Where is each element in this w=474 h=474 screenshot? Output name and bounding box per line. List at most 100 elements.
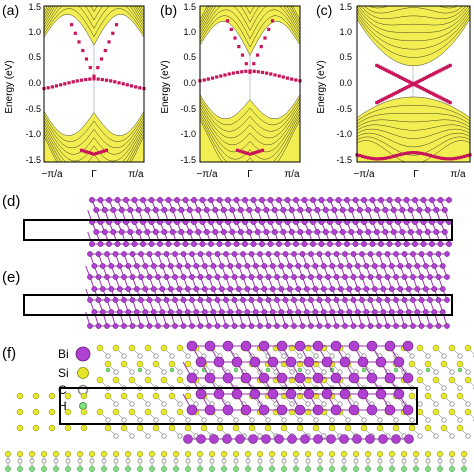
bi-atom bbox=[274, 251, 280, 257]
edge-state-marker bbox=[59, 83, 63, 87]
bi-atom bbox=[318, 197, 325, 203]
c-atom bbox=[53, 458, 59, 464]
bi-atom bbox=[250, 197, 257, 203]
band-line bbox=[356, 113, 471, 125]
c-atom bbox=[345, 417, 351, 423]
edge-state-marker bbox=[465, 154, 469, 158]
edge-state-marker bbox=[402, 77, 406, 81]
c-atom bbox=[257, 458, 263, 464]
edge-state-marker bbox=[377, 100, 381, 104]
bi-atom bbox=[252, 286, 259, 292]
bi-atom bbox=[322, 207, 329, 213]
panel-label-f: (f) bbox=[2, 345, 16, 362]
bi-atom bbox=[101, 229, 108, 235]
bi-atom bbox=[348, 340, 360, 352]
bi-atom bbox=[91, 309, 98, 315]
bi-atom bbox=[313, 434, 323, 444]
h-atom bbox=[401, 466, 407, 472]
bi-atom bbox=[138, 274, 144, 280]
bi-atom bbox=[384, 251, 391, 257]
si-atom bbox=[160, 376, 168, 384]
c-atom bbox=[197, 458, 203, 464]
ytick-label: 1.0 bbox=[28, 27, 41, 37]
bi-atom bbox=[206, 323, 212, 329]
bi-atom bbox=[395, 241, 401, 247]
bi-atom bbox=[308, 297, 314, 303]
bi-atom bbox=[172, 274, 178, 280]
edge-state-marker bbox=[82, 149, 86, 153]
bi-atom bbox=[267, 241, 274, 247]
bi-atom bbox=[180, 323, 187, 329]
c-atom bbox=[129, 401, 135, 407]
si-atom bbox=[136, 360, 144, 368]
c-atom bbox=[441, 353, 447, 359]
edge-state-marker bbox=[409, 151, 413, 155]
c-atom bbox=[269, 458, 275, 464]
bi-atom bbox=[269, 263, 276, 269]
bi-atom bbox=[135, 229, 142, 235]
bi-atom bbox=[384, 323, 391, 329]
si-atom bbox=[232, 424, 240, 432]
bi-atom bbox=[401, 274, 408, 280]
ytick-label: -1.5 bbox=[25, 155, 41, 165]
bi-atom bbox=[167, 263, 174, 269]
bi-atom bbox=[365, 207, 372, 213]
si-atom bbox=[16, 450, 24, 458]
bi-atom bbox=[216, 241, 223, 247]
bi-atom bbox=[213, 356, 225, 368]
bi-atom bbox=[378, 434, 388, 444]
edge-state-marker bbox=[378, 99, 382, 103]
h-atom bbox=[149, 466, 155, 472]
edge-state-marker bbox=[377, 64, 381, 68]
h-atom bbox=[377, 466, 383, 472]
bi-atom bbox=[152, 207, 159, 213]
c-atom bbox=[321, 369, 327, 375]
h-atom bbox=[5, 466, 11, 472]
bi-atom bbox=[180, 274, 187, 280]
edge-state-marker bbox=[84, 57, 89, 61]
bi-atom bbox=[312, 263, 319, 269]
edge-state-marker bbox=[391, 72, 395, 76]
bi-atom bbox=[429, 197, 435, 203]
ytick-label: 0.0 bbox=[183, 78, 196, 88]
bi-atom bbox=[161, 229, 168, 235]
bi-atom bbox=[312, 404, 324, 416]
bi-atom bbox=[329, 309, 336, 315]
si-atom bbox=[296, 424, 304, 432]
bi-atom bbox=[282, 323, 289, 329]
bi-atom bbox=[402, 404, 414, 416]
bi-atom bbox=[240, 297, 246, 303]
c-atom bbox=[425, 385, 431, 391]
edge-state-marker bbox=[426, 75, 430, 79]
band-panel-a: (a) Energy (eV) 1.5 1.0 0.5 0.0 -0.5 -1.… bbox=[2, 2, 146, 180]
bi-atom bbox=[233, 197, 240, 203]
si-atom bbox=[448, 376, 456, 384]
edge-state-marker bbox=[386, 156, 390, 160]
edge-state-marker bbox=[439, 68, 443, 72]
bi-atom bbox=[366, 404, 378, 416]
bi-atom bbox=[399, 207, 406, 213]
bi-atom bbox=[248, 323, 255, 329]
si-atom bbox=[88, 450, 96, 458]
bi-atom bbox=[339, 207, 346, 213]
edge-state-marker bbox=[404, 78, 408, 82]
c-atom bbox=[129, 433, 135, 439]
edge-state-marker bbox=[210, 76, 215, 80]
bi-atom bbox=[138, 251, 144, 257]
h-atom bbox=[365, 466, 371, 472]
edge-state-marker bbox=[439, 96, 443, 100]
c-atom bbox=[65, 458, 71, 464]
bi-atom bbox=[235, 286, 242, 292]
edge-state-marker bbox=[233, 36, 237, 40]
si-atom-icon bbox=[77, 367, 89, 379]
bi-atom bbox=[300, 434, 310, 444]
bi-atom bbox=[371, 309, 378, 315]
ytick-label: -1.0 bbox=[25, 129, 41, 139]
bi-atom bbox=[446, 241, 452, 247]
bi-atom bbox=[435, 251, 442, 257]
edge-state-marker bbox=[88, 66, 92, 70]
bi-atom bbox=[382, 207, 389, 213]
edge-state-marker bbox=[107, 40, 111, 44]
bi-atom bbox=[276, 241, 282, 247]
bi-atom bbox=[316, 297, 323, 303]
